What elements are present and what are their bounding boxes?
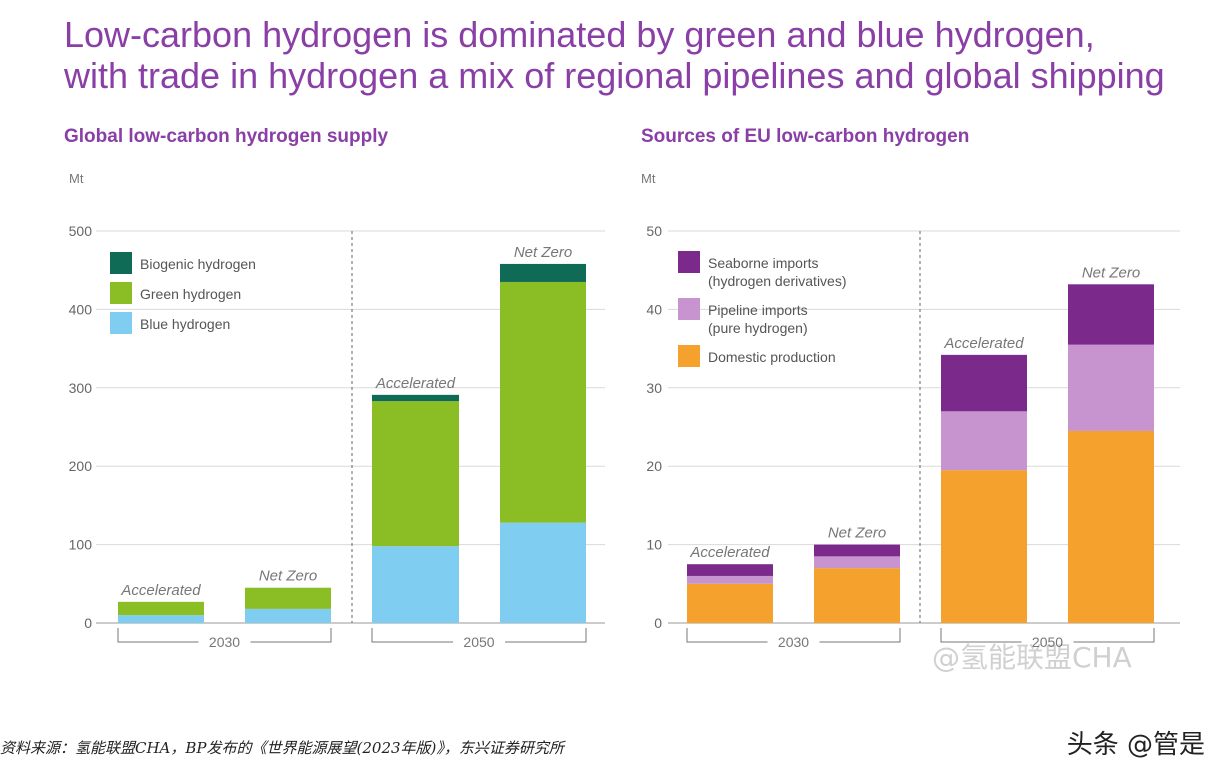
global-bar-blue-hydrogen — [500, 522, 586, 623]
eu-legend-label: (hydrogen derivatives) — [708, 273, 847, 289]
global-bar-biogenic-hydrogen — [372, 394, 459, 402]
eu-group-label: 2030 — [778, 634, 809, 650]
brand-label: 头条 @管是 — [1066, 730, 1205, 760]
eu-bar-domestic-production — [814, 568, 900, 623]
global-group-label: 2050 — [463, 634, 494, 650]
eu-unit-label: Mt — [641, 171, 656, 186]
global-bar-blue-hydrogen — [372, 546, 459, 623]
global-bar-label: Accelerated — [120, 582, 201, 599]
global-legend-label: Blue hydrogen — [140, 316, 230, 332]
global-bar-green-hydrogen — [372, 401, 459, 547]
global-y-tick-label: 200 — [69, 458, 93, 474]
eu-group-bracket — [686, 628, 901, 643]
eu-bar-domestic-production — [941, 470, 1027, 623]
global-y-tick-label: 500 — [69, 223, 93, 239]
eu-bar-pipeline-imports-pure-hydrogen — [1068, 344, 1154, 431]
eu-legend-swatch — [678, 251, 700, 273]
global-bar-green-hydrogen — [245, 587, 331, 609]
watermark: @氢能联盟CHA — [932, 641, 1132, 674]
eu-y-tick-label: 50 — [646, 223, 662, 239]
global-y-tick-label: 300 — [69, 380, 93, 396]
left-chart-title: Global low-carbon hydrogen supply — [64, 126, 389, 147]
eu-legend-swatch — [678, 345, 700, 367]
global-bar-blue-hydrogen — [245, 608, 331, 623]
eu-group-bracket — [940, 628, 1155, 643]
global-unit-label: Mt — [69, 171, 84, 186]
eu-legend-label: Domestic production — [708, 349, 836, 365]
global-group-bracket — [371, 628, 587, 643]
headline: Low-carbon hydrogen is dominated by gree… — [64, 14, 1214, 96]
eu-bar-label: Accelerated — [943, 335, 1024, 352]
global-bar-blue-hydrogen — [118, 615, 204, 623]
eu-legend-label: Seaborne imports — [708, 255, 819, 271]
global-group-label: 2030 — [209, 634, 240, 650]
global-y-tick-label: 400 — [69, 301, 93, 317]
eu-bar-pipeline-imports-pure-hydrogen — [941, 411, 1027, 471]
eu-bar-label: Accelerated — [689, 544, 770, 561]
global-bar-label: Net Zero — [514, 244, 572, 261]
eu-bar-domestic-production — [687, 583, 773, 623]
eu-bar-pipeline-imports-pure-hydrogen — [814, 556, 900, 569]
eu-bar-seaborne-imports-hydrogen-derivatives — [687, 564, 773, 576]
eu-bar-seaborne-imports-hydrogen-derivatives — [814, 544, 900, 557]
global-legend-label: Biogenic hydrogen — [140, 256, 256, 272]
global-legend-swatch — [110, 312, 132, 334]
global-group-bracket — [117, 628, 332, 643]
global-bar-biogenic-hydrogen — [500, 263, 586, 282]
global-bar-green-hydrogen — [500, 281, 586, 523]
eu-bar-domestic-production — [1068, 430, 1154, 623]
global-legend-swatch — [110, 282, 132, 304]
headline-line-1: Low-carbon hydrogen is dominated by gree… — [64, 14, 1095, 55]
global-legend-label: Green hydrogen — [140, 286, 241, 302]
headline-line-2: with trade in hydrogen a mix of regional… — [64, 55, 1165, 96]
global-legend-swatch — [110, 252, 132, 274]
eu-legend-swatch — [678, 298, 700, 320]
eu-y-tick-label: 0 — [654, 615, 662, 631]
eu-y-tick-label: 10 — [646, 537, 662, 553]
source-note: 资料来源：氢能联盟CHA，BP发布的《世界能源展望(2023年版)》，东兴证券研… — [0, 739, 564, 757]
eu-y-tick-label: 30 — [646, 380, 662, 396]
global-bar-label: Accelerated — [375, 375, 456, 392]
eu-legend-label: (pure hydrogen) — [708, 320, 808, 336]
global-bar-label: Net Zero — [259, 568, 317, 585]
eu-bar-label: Net Zero — [1082, 264, 1140, 281]
right-chart-title: Sources of EU low-carbon hydrogen — [641, 126, 970, 147]
eu-bar-label: Net Zero — [828, 525, 886, 542]
eu-bar-pipeline-imports-pure-hydrogen — [687, 575, 773, 584]
eu-y-tick-label: 20 — [646, 458, 662, 474]
eu-bar-seaborne-imports-hydrogen-derivatives — [1068, 284, 1154, 345]
eu-legend-label: Pipeline imports — [708, 302, 808, 318]
global-y-tick-label: 100 — [69, 537, 93, 553]
eu-y-tick-label: 40 — [646, 301, 662, 317]
eu-bar-seaborne-imports-hydrogen-derivatives — [941, 354, 1027, 412]
global-y-tick-label: 0 — [84, 615, 92, 631]
eu-group-label: 2050 — [1032, 634, 1063, 650]
global-bar-green-hydrogen — [118, 601, 204, 616]
